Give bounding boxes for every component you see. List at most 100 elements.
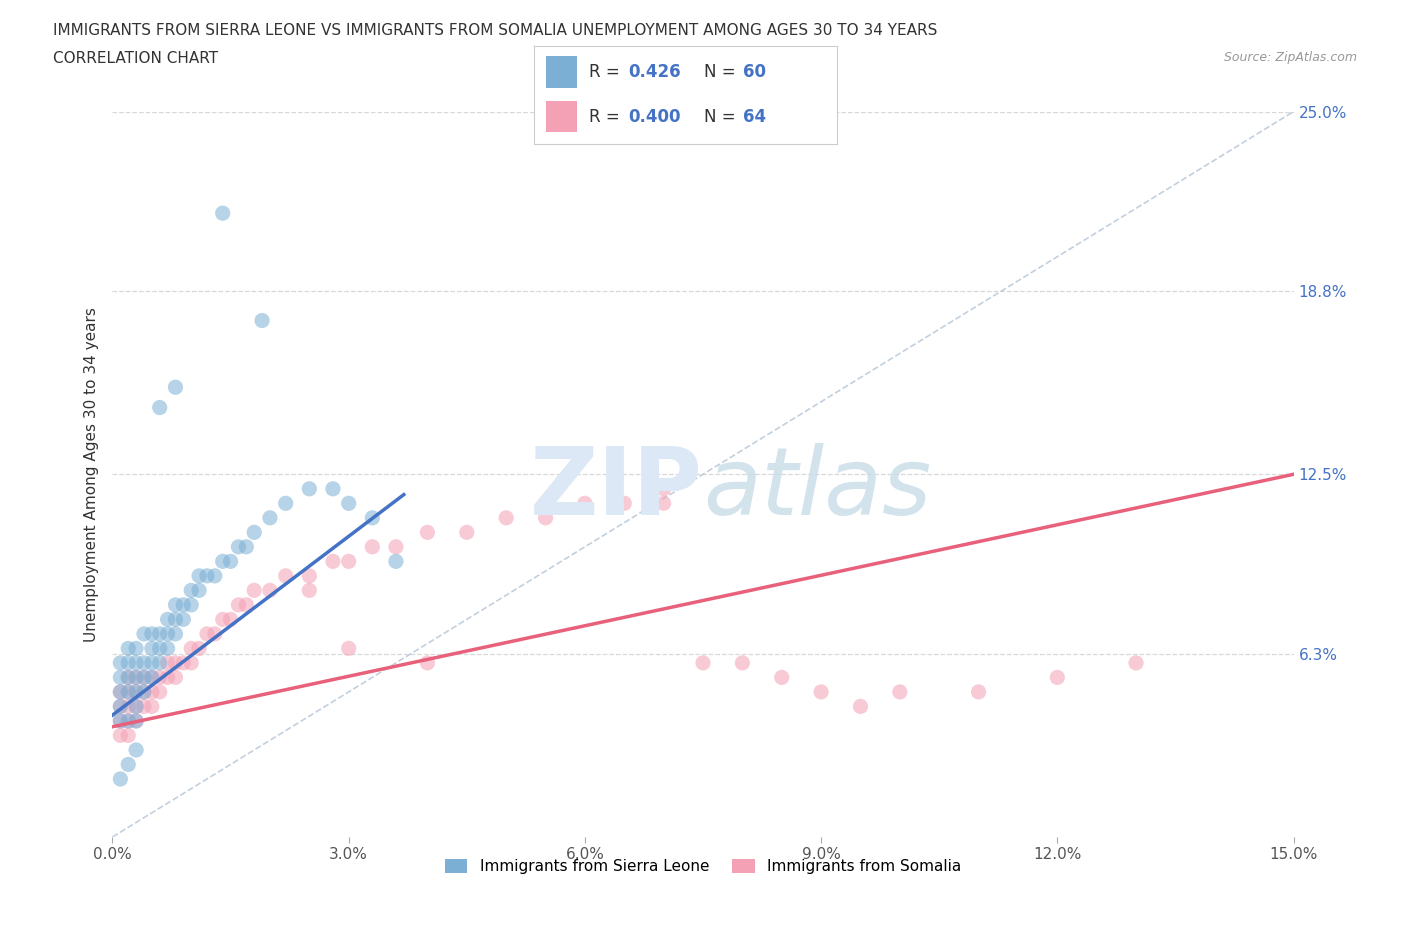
Point bbox=[211, 554, 233, 569]
Point bbox=[156, 612, 179, 627]
Point bbox=[110, 699, 132, 714]
Point bbox=[149, 656, 172, 671]
Point bbox=[337, 641, 360, 656]
Bar bbox=[547, 101, 576, 132]
Text: IMMIGRANTS FROM SIERRA LEONE VS IMMIGRANTS FROM SOMALIA UNEMPLOYMENT AMONG AGES : IMMIGRANTS FROM SIERRA LEONE VS IMMIGRAN… bbox=[53, 23, 938, 38]
Point bbox=[534, 496, 557, 511]
Point bbox=[204, 568, 226, 583]
Point bbox=[534, 511, 557, 525]
Point bbox=[172, 597, 194, 612]
Point bbox=[132, 627, 155, 642]
Point bbox=[117, 656, 139, 671]
Point bbox=[180, 583, 202, 598]
Point bbox=[132, 684, 155, 699]
Point bbox=[141, 684, 163, 699]
Text: ZIP: ZIP bbox=[530, 443, 703, 535]
Point bbox=[117, 684, 139, 699]
Point bbox=[322, 554, 344, 569]
Point bbox=[219, 554, 242, 569]
Point bbox=[574, 496, 596, 511]
Legend: Immigrants from Sierra Leone, Immigrants from Somalia: Immigrants from Sierra Leone, Immigrants… bbox=[439, 853, 967, 880]
Point bbox=[156, 641, 179, 656]
Point bbox=[117, 641, 139, 656]
Point bbox=[110, 684, 132, 699]
Point bbox=[172, 612, 194, 627]
Text: Source: ZipAtlas.com: Source: ZipAtlas.com bbox=[1223, 51, 1357, 64]
Point bbox=[849, 699, 872, 714]
Point bbox=[385, 554, 408, 569]
Point bbox=[495, 511, 517, 525]
Text: R =: R = bbox=[589, 108, 624, 126]
Point bbox=[195, 627, 218, 642]
Point bbox=[149, 627, 172, 642]
Point bbox=[692, 656, 714, 671]
Text: CORRELATION CHART: CORRELATION CHART bbox=[53, 51, 218, 66]
Point bbox=[110, 728, 132, 743]
Point bbox=[188, 641, 211, 656]
Point bbox=[149, 684, 172, 699]
Point bbox=[228, 539, 250, 554]
Point bbox=[165, 597, 187, 612]
Point bbox=[967, 684, 990, 699]
Point bbox=[125, 699, 148, 714]
Text: R =: R = bbox=[589, 63, 624, 81]
Point bbox=[298, 583, 321, 598]
Point bbox=[810, 684, 832, 699]
Point bbox=[235, 539, 257, 554]
Point bbox=[889, 684, 911, 699]
Point bbox=[149, 641, 172, 656]
Point bbox=[235, 597, 257, 612]
Text: N =: N = bbox=[703, 108, 741, 126]
Point bbox=[141, 656, 163, 671]
Point bbox=[110, 656, 132, 671]
Point bbox=[117, 670, 139, 684]
Point bbox=[110, 713, 132, 728]
Point bbox=[165, 612, 187, 627]
Point bbox=[274, 496, 297, 511]
Point bbox=[180, 656, 202, 671]
Point bbox=[652, 482, 675, 497]
Point bbox=[125, 742, 148, 757]
Point bbox=[125, 684, 148, 699]
Point bbox=[110, 713, 132, 728]
Point bbox=[125, 641, 148, 656]
Y-axis label: Unemployment Among Ages 30 to 34 years: Unemployment Among Ages 30 to 34 years bbox=[83, 307, 98, 642]
Point bbox=[132, 684, 155, 699]
Point bbox=[156, 670, 179, 684]
Point bbox=[211, 206, 233, 220]
Point bbox=[219, 612, 242, 627]
Point bbox=[125, 713, 148, 728]
Point bbox=[211, 612, 233, 627]
Point bbox=[361, 511, 384, 525]
Point bbox=[195, 568, 218, 583]
Point bbox=[117, 699, 139, 714]
Point bbox=[180, 641, 202, 656]
Point bbox=[132, 670, 155, 684]
Point bbox=[141, 641, 163, 656]
Point bbox=[165, 627, 187, 642]
Point bbox=[125, 670, 148, 684]
Point bbox=[110, 684, 132, 699]
Point bbox=[141, 627, 163, 642]
Point bbox=[337, 496, 360, 511]
Point bbox=[165, 656, 187, 671]
Point bbox=[141, 670, 163, 684]
Text: N =: N = bbox=[703, 63, 741, 81]
Text: 60: 60 bbox=[742, 63, 766, 81]
Text: 0.426: 0.426 bbox=[628, 63, 681, 81]
Point bbox=[132, 699, 155, 714]
Point bbox=[125, 684, 148, 699]
Point bbox=[259, 511, 281, 525]
Point bbox=[259, 583, 281, 598]
Text: atlas: atlas bbox=[703, 444, 931, 535]
Point bbox=[456, 525, 478, 539]
Point bbox=[110, 772, 132, 787]
Point bbox=[125, 670, 148, 684]
Point bbox=[125, 713, 148, 728]
Point bbox=[117, 757, 139, 772]
Point bbox=[416, 656, 439, 671]
Text: 64: 64 bbox=[742, 108, 766, 126]
Point bbox=[117, 713, 139, 728]
Point bbox=[228, 597, 250, 612]
Point bbox=[149, 670, 172, 684]
